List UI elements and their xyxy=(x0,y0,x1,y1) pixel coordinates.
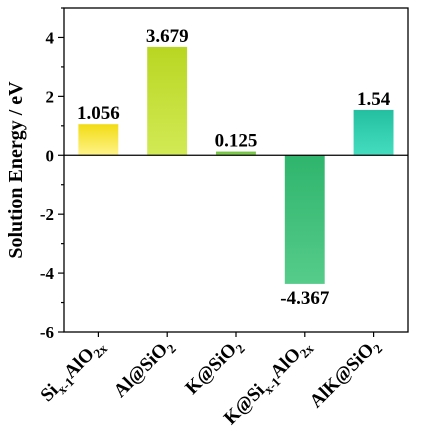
data-label-1: 3.679 xyxy=(146,26,189,47)
plot-frame xyxy=(63,7,409,333)
y-tick-label: 2 xyxy=(46,87,55,106)
data-label-2: 0.125 xyxy=(215,131,258,152)
data-label-0: 1.056 xyxy=(77,103,120,124)
bar-2 xyxy=(216,151,256,156)
y-tick-label: -6 xyxy=(40,323,54,342)
y-tick-label: 4 xyxy=(46,29,55,48)
bar-1 xyxy=(147,46,188,156)
y-axis-title: Solution Energy / eV xyxy=(5,81,27,259)
bar-0 xyxy=(78,124,119,156)
labels-group: 1.056 3.679 0.125 -4.367 1.54 -6 -4 -2 0 2 4 Six-1A… xyxy=(37,26,391,429)
bars-group xyxy=(78,46,394,284)
category-label-0: Six-1AlO2x xyxy=(37,334,111,408)
category-label-4: AlK@SiO2 xyxy=(306,335,386,415)
y-tick-label: 0 xyxy=(46,146,55,165)
y-tick-label: -4 xyxy=(40,264,55,283)
data-label-3: -4.367 xyxy=(280,288,330,309)
category-label-2: K@SiO2 xyxy=(181,335,247,401)
category-label-1: Al@SiO2 xyxy=(110,335,179,404)
axes-group xyxy=(58,7,409,337)
y-tick-label: -2 xyxy=(40,205,54,224)
bar-3 xyxy=(284,155,325,284)
data-label-4: 1.54 xyxy=(357,89,391,110)
bar-4 xyxy=(353,109,394,156)
